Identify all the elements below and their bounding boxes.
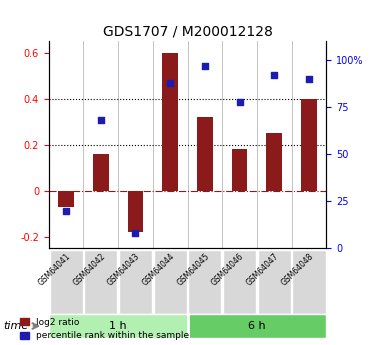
Point (202, 63, 208, 69)
Text: GSM64043: GSM64043 (106, 252, 142, 288)
Bar (197, 117, 213, 191)
Point (132, 230, 138, 236)
Bar (232, 149, 248, 191)
Bar (58, 191, 74, 207)
Point (271, 72, 277, 78)
Text: GSM64048: GSM64048 (279, 252, 315, 288)
Text: GSM64046: GSM64046 (210, 252, 246, 288)
Text: GSM64047: GSM64047 (245, 252, 280, 288)
Text: time: time (4, 321, 29, 331)
Point (306, 76, 312, 82)
Text: 1 h: 1 h (110, 321, 127, 331)
Bar (301, 99, 317, 191)
Bar (162, 53, 178, 191)
Bar (93, 154, 109, 191)
Point (237, 99, 243, 105)
Bar (266, 134, 282, 191)
Text: GSM64042: GSM64042 (71, 252, 107, 288)
Text: 6 h: 6 h (248, 321, 266, 331)
Point (98, 118, 104, 123)
Text: GDS1707 / M200012128: GDS1707 / M200012128 (102, 24, 272, 38)
Bar (128, 191, 143, 232)
Text: GSM64045: GSM64045 (176, 252, 211, 288)
Point (63, 208, 69, 214)
Point (167, 80, 173, 86)
Text: GSM64044: GSM64044 (141, 252, 177, 288)
Legend: log2 ratio, percentile rank within the sample: log2 ratio, percentile rank within the s… (20, 318, 189, 341)
Text: GSM64041: GSM64041 (37, 252, 72, 288)
